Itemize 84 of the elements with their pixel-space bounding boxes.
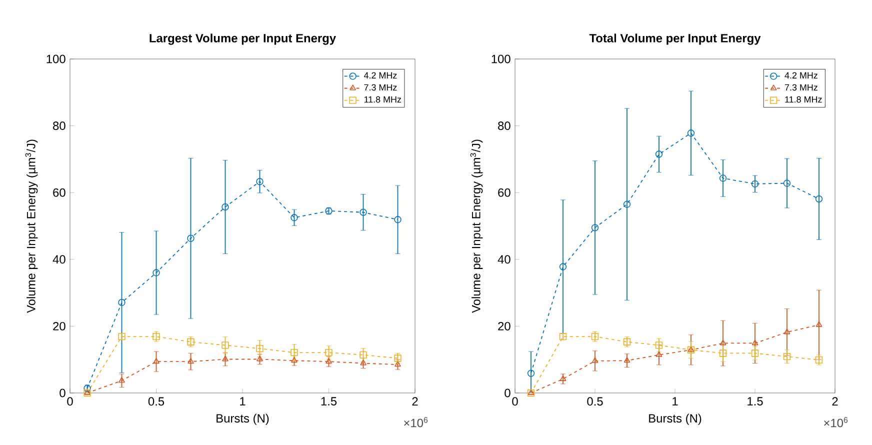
point <box>815 356 823 364</box>
legend-label: 4.2 MHz <box>784 72 818 78</box>
x-tick-label: 0 <box>67 397 73 406</box>
y-tick-label: 0 <box>504 388 510 398</box>
point <box>187 338 194 346</box>
y-tick-label: 20 <box>53 322 66 330</box>
x-tick-label: 0.5 <box>587 397 603 406</box>
point <box>360 208 367 216</box>
x-tick-label: 1 <box>672 397 678 406</box>
point <box>815 195 823 203</box>
point <box>118 298 126 306</box>
point <box>783 180 791 187</box>
legend-label: 4.2 MHz <box>364 72 397 78</box>
point <box>592 357 598 363</box>
point <box>559 263 567 270</box>
y-tick-label: 60 <box>498 188 510 197</box>
y-tick-label: 0 <box>60 388 66 398</box>
point <box>623 338 631 346</box>
x-tick-label: 2 <box>412 397 418 406</box>
y-tick-label: 40 <box>52 255 66 264</box>
point <box>290 348 298 356</box>
x-tick-label: 0.5 <box>148 397 164 406</box>
x-tick-label: 1 <box>240 397 246 406</box>
point <box>84 384 91 392</box>
chart-title: Largest Volume per Input Energy <box>150 34 336 45</box>
point <box>783 352 791 360</box>
point <box>624 357 630 363</box>
y-tick-label: 80 <box>53 122 66 130</box>
point <box>326 358 332 364</box>
y-axis-title: Volume per Input Energy (µm$^{3}$/J) <box>25 140 38 313</box>
legend-label: 11.8 MHz <box>785 96 822 103</box>
point <box>222 203 229 211</box>
point <box>394 354 402 362</box>
point <box>188 358 194 364</box>
point <box>527 370 535 377</box>
y-tick-label: 100 <box>492 54 510 64</box>
point <box>560 375 566 381</box>
x-tick-label: 2 <box>832 397 838 406</box>
text: ×10$^{6}$ <box>824 417 848 428</box>
legend-label: 7.3 MHz <box>364 84 397 91</box>
point <box>153 358 160 364</box>
point <box>360 360 366 366</box>
point <box>623 200 631 208</box>
y-tick-label: 20 <box>498 322 510 330</box>
point <box>222 356 228 362</box>
y-tick-label: 80 <box>498 122 510 130</box>
point <box>752 340 758 346</box>
legend-label: 11.8 MHz <box>364 96 402 103</box>
x-axis-title: Bursts (N) <box>649 414 702 425</box>
point <box>256 344 264 352</box>
point <box>655 342 663 349</box>
point <box>394 216 402 224</box>
point <box>222 342 229 349</box>
x-axis-title: Bursts (N) <box>216 414 269 425</box>
point <box>591 224 599 232</box>
point <box>187 234 194 242</box>
point <box>687 130 695 137</box>
point <box>656 351 662 357</box>
point <box>118 377 125 383</box>
point <box>720 340 726 346</box>
y-tick-label: 40 <box>498 255 510 264</box>
point <box>152 269 160 276</box>
point <box>360 351 367 358</box>
text: ×10$^{6}$ <box>404 417 428 428</box>
point <box>325 348 332 356</box>
point <box>816 321 822 327</box>
y-axis-title: Volume per Input Energy (µm$^{3}$/J) <box>470 140 483 313</box>
point <box>256 356 263 362</box>
y-tick-label: 60 <box>53 188 66 197</box>
point <box>290 214 298 222</box>
point <box>655 150 663 158</box>
point <box>751 350 759 357</box>
point <box>291 357 298 363</box>
y-tick-label: 100 <box>46 54 66 64</box>
point <box>719 350 727 357</box>
point <box>751 180 759 188</box>
point <box>784 328 790 334</box>
legend-label: 7.3 MHz <box>784 84 818 91</box>
x-tick-label: 1.5 <box>321 397 337 406</box>
point <box>719 174 727 182</box>
x-tick-label: 0 <box>512 397 518 406</box>
point <box>256 178 264 186</box>
x-tick-label: 1.5 <box>748 397 763 406</box>
chart-title: Total Volume per Input Energy <box>589 34 761 45</box>
